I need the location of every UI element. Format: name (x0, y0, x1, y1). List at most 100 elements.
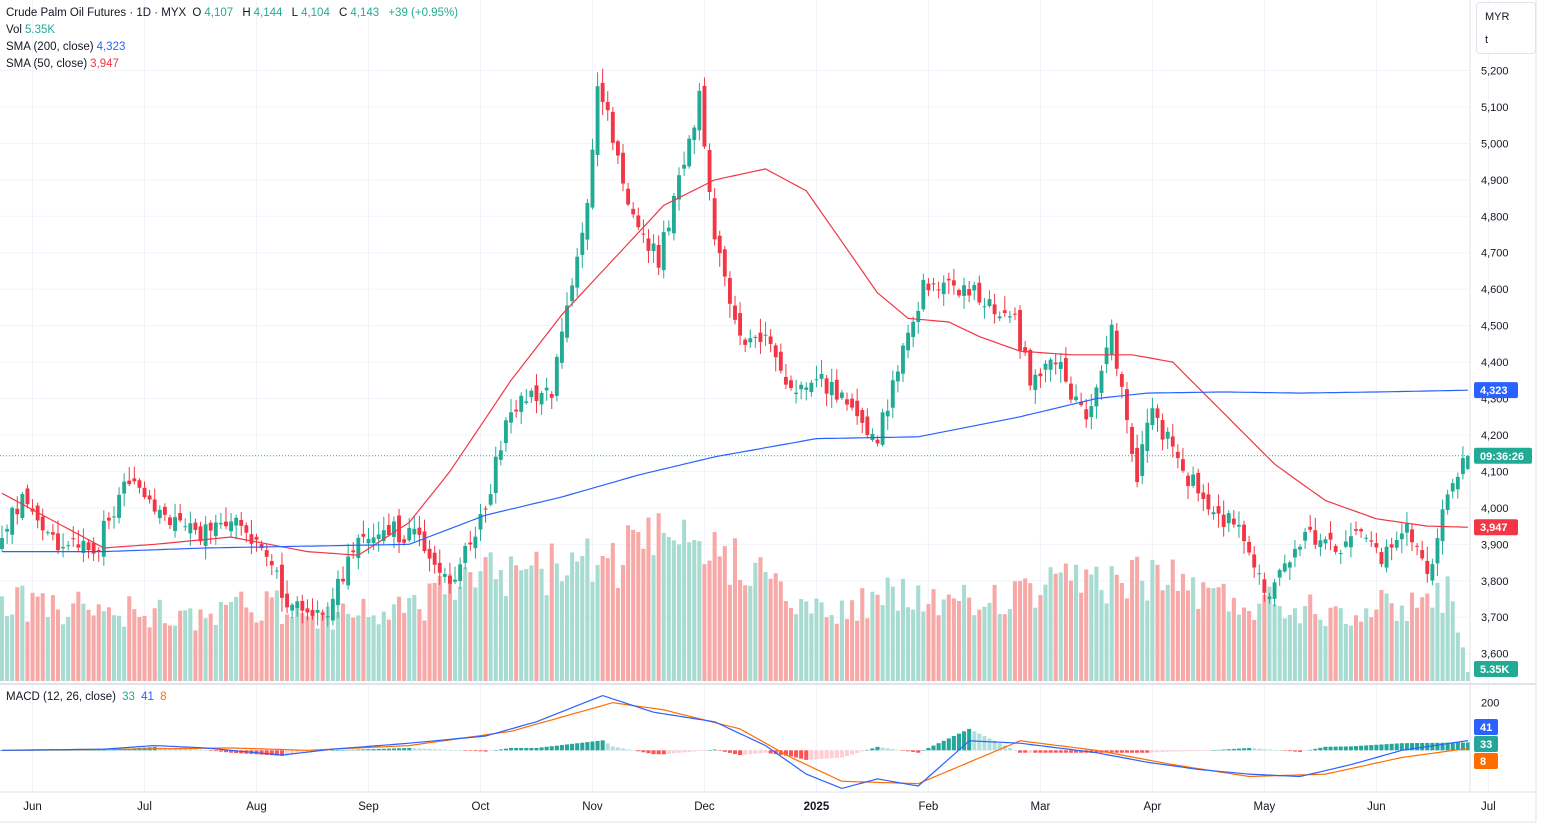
candle-body[interactable] (783, 376, 788, 385)
candle-body[interactable] (1298, 546, 1302, 550)
candle-body[interactable] (1002, 310, 1007, 313)
candle-body[interactable] (1328, 532, 1333, 540)
candle-body[interactable] (814, 379, 819, 381)
candle-body[interactable] (1374, 543, 1379, 548)
candle-body[interactable] (992, 304, 997, 315)
candle-body[interactable] (1404, 523, 1409, 533)
candle-body[interactable] (595, 86, 600, 156)
candle-body[interactable] (432, 552, 437, 565)
candle-body[interactable] (1145, 422, 1150, 452)
candle-body[interactable] (478, 514, 483, 530)
candle-body[interactable] (325, 616, 330, 618)
candle-body[interactable] (1181, 459, 1185, 471)
candle-body[interactable] (178, 513, 183, 521)
candle-body[interactable] (636, 215, 641, 228)
candle-body[interactable] (946, 278, 951, 281)
candle-body[interactable] (1430, 564, 1435, 581)
candle-body[interactable] (498, 450, 503, 460)
candle-body[interactable] (203, 524, 208, 546)
candle-body[interactable] (1109, 324, 1114, 355)
candle-body[interactable] (1237, 524, 1241, 527)
candle-body[interactable] (468, 542, 473, 545)
candle-body[interactable] (926, 283, 931, 291)
candle-body[interactable] (336, 578, 340, 606)
candle-body[interactable] (147, 495, 152, 500)
candle-body[interactable] (1069, 383, 1073, 400)
candle-body[interactable] (86, 542, 91, 551)
candle-body[interactable] (366, 538, 371, 544)
candle-body[interactable] (173, 517, 178, 532)
candle-body[interactable] (671, 195, 676, 234)
candle-body[interactable] (1267, 596, 1272, 600)
candle-body[interactable] (122, 481, 127, 494)
candle-body[interactable] (310, 610, 315, 616)
candle-body[interactable] (839, 392, 844, 398)
candle-body[interactable] (554, 356, 559, 396)
candle-body[interactable] (1364, 537, 1369, 539)
candle-body[interactable] (1007, 316, 1012, 318)
candle-body[interactable] (804, 387, 809, 390)
candle-body[interactable] (1354, 529, 1358, 531)
candle-body[interactable] (463, 545, 468, 563)
candle-body[interactable] (0, 538, 4, 550)
candle-body[interactable] (1125, 389, 1129, 421)
candle-body[interactable] (1343, 541, 1348, 547)
candle-body[interactable] (845, 399, 849, 405)
candle-body[interactable] (1247, 541, 1252, 553)
candle-body[interactable] (702, 85, 707, 147)
candle-body[interactable] (1033, 374, 1038, 391)
candle-body[interactable] (641, 233, 646, 235)
candle-body[interactable] (1303, 531, 1308, 541)
candle-body[interactable] (585, 202, 590, 240)
candle-body[interactable] (631, 208, 636, 215)
candle-body[interactable] (1216, 506, 1221, 514)
candle-body[interactable] (1415, 545, 1420, 547)
candle-body[interactable] (1466, 455, 1470, 469)
candle-body[interactable] (1013, 313, 1017, 315)
candle-body[interactable] (376, 534, 381, 540)
candle-body[interactable] (1135, 447, 1140, 483)
candle-body[interactable] (1089, 406, 1094, 418)
candle-body[interactable] (402, 539, 407, 543)
candle-body[interactable] (911, 321, 916, 337)
candle-body[interactable] (137, 480, 142, 488)
candle-body[interactable] (1348, 536, 1353, 548)
candle-body[interactable] (590, 149, 595, 208)
candle-body[interactable] (330, 598, 335, 621)
candle-body[interactable] (493, 456, 498, 494)
candle-body[interactable] (315, 610, 320, 613)
legend-volume[interactable]: Vol 5.35K (6, 24, 56, 36)
candle-body[interactable] (1460, 458, 1465, 475)
candle-body[interactable] (81, 540, 86, 553)
candle-body[interactable] (183, 526, 188, 528)
candle-body[interactable] (188, 523, 193, 534)
candle-body[interactable] (1359, 529, 1364, 532)
candle-body[interactable] (427, 548, 432, 559)
candle-body[interactable] (1099, 370, 1104, 393)
candle-body[interactable] (1450, 483, 1455, 492)
candle-body[interactable] (733, 305, 737, 320)
candle-body[interactable] (570, 285, 575, 302)
candle-body[interactable] (778, 351, 783, 371)
candle-body[interactable] (1048, 359, 1053, 370)
candle-body[interactable] (61, 546, 66, 549)
candle-body[interactable] (320, 613, 325, 615)
candle-body[interactable] (224, 521, 228, 527)
legend-sma200[interactable]: SMA (200, close) 4,323 (6, 41, 126, 53)
candle-body[interactable] (1140, 444, 1145, 476)
candle-body[interactable] (539, 392, 544, 405)
candle-body[interactable] (1226, 513, 1231, 524)
candle-body[interactable] (1211, 512, 1216, 515)
candle-body[interactable] (529, 390, 534, 398)
candle-body[interactable] (412, 528, 417, 535)
candle-body[interactable] (249, 534, 254, 544)
candle-body[interactable] (213, 522, 218, 537)
candle-body[interactable] (727, 278, 732, 304)
candle-body[interactable] (1394, 539, 1399, 548)
candle-body[interactable] (142, 487, 147, 498)
candle-body[interactable] (1323, 539, 1328, 544)
candle-body[interactable] (10, 507, 15, 535)
candle-body[interactable] (229, 521, 233, 532)
candle-body[interactable] (753, 336, 758, 339)
candle-body[interactable] (987, 299, 992, 307)
